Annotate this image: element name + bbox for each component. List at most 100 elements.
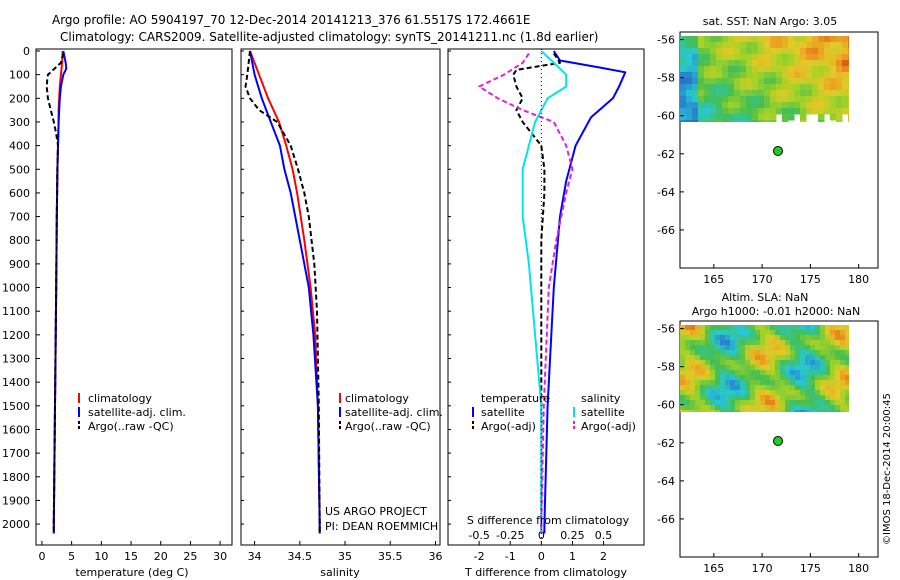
- heatmap-cell: [680, 405, 686, 411]
- heatmap-cell: [785, 395, 791, 401]
- heatmap-cell: [785, 400, 791, 406]
- heatmap-cell: [745, 325, 751, 331]
- heatmap-cell: [818, 60, 825, 67]
- depth-tick-label: 1700: [2, 447, 30, 460]
- heatmap-cell: [745, 380, 751, 386]
- heatmap-cell: [758, 90, 765, 97]
- heatmap-cell: [780, 335, 786, 341]
- heatmap-cell: [715, 375, 721, 381]
- heatmap-cell: [818, 48, 825, 55]
- heatmap-cell: [728, 120, 735, 122]
- heatmap-cell: [765, 365, 771, 371]
- heatmap-cell: [794, 66, 801, 73]
- heatmap-cell: [805, 405, 811, 411]
- heatmap-cell: [820, 355, 826, 361]
- sla-float-marker: [773, 436, 783, 446]
- heatmap-cell: [785, 385, 791, 391]
- heatmap-cell: [715, 400, 721, 406]
- heatmap-cell: [848, 96, 849, 103]
- x-tick-label: 34.5: [288, 550, 313, 563]
- heatmap-cell: [770, 345, 776, 351]
- heatmap-cell: [725, 360, 731, 366]
- project-annotation: US ARGO PROJECT: [325, 505, 427, 518]
- heatmap-cell: [705, 405, 711, 411]
- heatmap-cell: [810, 410, 816, 412]
- legend-label-argo-temp: Argo(-adj): [481, 420, 536, 433]
- heatmap-cell: [800, 48, 807, 55]
- heatmap-cell: [710, 78, 717, 85]
- heatmap-cell: [735, 345, 741, 351]
- heatmap-cell: [690, 390, 696, 396]
- heatmap-cell: [770, 340, 776, 346]
- heatmap-cell: [695, 360, 701, 366]
- heatmap-cell: [740, 335, 746, 341]
- heatmap-cell: [776, 84, 783, 91]
- heatmap-cell: [795, 325, 801, 331]
- sst-float-marker: [773, 146, 783, 156]
- heatmap-cell: [705, 400, 711, 406]
- heatmap-cell: [680, 350, 686, 356]
- heatmap-cell: [800, 385, 806, 391]
- heatmap-cell: [805, 335, 811, 341]
- heatmap-cell: [715, 380, 721, 386]
- heatmap-cell: [705, 330, 711, 336]
- heatmap-cell: [820, 395, 826, 401]
- heatmap-cell: [765, 410, 771, 412]
- heatmap-cell: [765, 390, 771, 396]
- map-x-tick-label: 175: [800, 273, 821, 286]
- heatmap-cell: [805, 400, 811, 406]
- heatmap-cell: [692, 72, 699, 79]
- heatmap-cell: [775, 365, 781, 371]
- heatmap-cell: [806, 72, 813, 79]
- heatmap-cell: [780, 340, 786, 346]
- heatmap-cell: [740, 405, 746, 411]
- heatmap-cell: [848, 36, 849, 43]
- heatmap-cell: [740, 410, 746, 412]
- heatmap-cell: [840, 325, 846, 331]
- heatmap-cell: [782, 72, 789, 79]
- heatmap-cell: [835, 335, 841, 341]
- heatmap-cell: [725, 340, 731, 346]
- heatmap-cell: [746, 48, 753, 55]
- heatmap-cell: [722, 42, 729, 49]
- heatmap-cell: [690, 410, 696, 412]
- heatmap-cell: [800, 390, 806, 396]
- heatmap-cell: [730, 380, 736, 386]
- heatmap-cell: [775, 325, 781, 331]
- heatmap-cell: [812, 54, 819, 61]
- heatmap-cell: [720, 335, 726, 341]
- series-line-argo---raw--qc-: [244, 50, 321, 534]
- heatmap-cell: [758, 108, 765, 115]
- figure-title-line1: Argo profile: AO 5904197_70 12-Dec-2014 …: [52, 13, 530, 27]
- heatmap-cell: [728, 48, 735, 55]
- heatmap-cell: [800, 355, 806, 361]
- heatmap-cell: [758, 60, 765, 67]
- heatmap-cell: [815, 375, 821, 381]
- heatmap-cell: [800, 42, 807, 49]
- heatmap-cell: [765, 405, 771, 411]
- heatmap-cell: [770, 330, 776, 336]
- map-y-tick-label: -60: [657, 110, 675, 123]
- heatmap-cell: [735, 395, 741, 401]
- heatmap-cell: [845, 350, 849, 356]
- heatmap-cell: [836, 42, 843, 49]
- heatmap-cell: [680, 102, 687, 109]
- x2-tick-label: 0: [538, 529, 545, 542]
- map-x-tick-label: 170: [752, 273, 773, 286]
- heatmap-cell: [722, 54, 729, 61]
- heatmap-cell: [836, 78, 843, 85]
- heatmap-cell: [692, 84, 699, 91]
- heatmap-cell: [758, 102, 765, 109]
- heatmap-cell: [764, 48, 771, 55]
- temperature-series: [45, 50, 68, 534]
- legend-label-argo-sal: Argo(-adj): [581, 420, 636, 433]
- heatmap-cell: [840, 335, 846, 341]
- imos-stamp: ©IMOS 18-Dec-2014 20:00:45: [882, 393, 893, 545]
- heatmap-cell: [734, 72, 741, 79]
- depth-tick-label: 1200: [2, 329, 30, 342]
- heatmap-cell: [704, 54, 711, 61]
- heatmap-cell: [810, 385, 816, 391]
- heatmap-cell: [770, 90, 777, 97]
- heatmap-cell: [734, 48, 741, 55]
